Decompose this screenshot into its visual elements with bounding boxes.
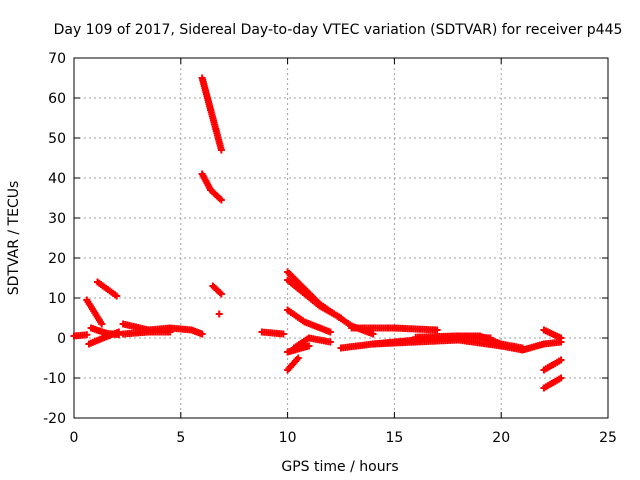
y-tick-label: -20 — [43, 411, 66, 427]
y-axis-label: SDTVAR / TECUs — [6, 181, 22, 296]
data-point — [326, 328, 334, 336]
data-marks — [70, 74, 565, 392]
data-point — [294, 354, 302, 362]
x-tick-label: 25 — [599, 430, 617, 446]
data-point — [217, 146, 225, 154]
y-tick-label: 70 — [48, 51, 66, 67]
x-tick-label: 0 — [70, 430, 79, 446]
data-point — [98, 320, 106, 328]
data-point — [519, 344, 527, 352]
data-point — [326, 338, 334, 346]
axis-ticks: 0 5 10 15 20 25 -20 -10 0 10 20 30 40 50 60 70 — [43, 51, 617, 446]
y-tick-label: 40 — [48, 171, 66, 187]
y-tick-label: 30 — [48, 211, 66, 227]
data-point — [198, 330, 206, 338]
plot-frame — [73, 57, 609, 419]
data-point — [305, 342, 313, 350]
data-point — [433, 326, 441, 334]
x-tick-label: 20 — [492, 430, 510, 446]
y-tick-label: 20 — [48, 251, 66, 267]
y-tick-label: -10 — [43, 371, 66, 387]
y-tick-label: 0 — [57, 331, 66, 347]
x-tick-label: 10 — [279, 430, 297, 446]
chart-title: Day 109 of 2017, Sidereal Day-to-day VTE… — [54, 22, 623, 38]
data-point — [83, 331, 91, 339]
data-point — [279, 330, 287, 338]
data-point — [166, 328, 174, 336]
x-tick-label: 15 — [385, 430, 403, 446]
data-point — [557, 356, 565, 364]
data-point — [557, 334, 565, 342]
data-point — [217, 196, 225, 204]
y-tick-label: 60 — [48, 91, 66, 107]
y-tick-label: 50 — [48, 131, 66, 147]
data-point — [113, 292, 121, 300]
data-point — [337, 314, 345, 322]
x-tick-label: 5 — [176, 430, 185, 446]
data-point — [217, 290, 225, 298]
x-axis-label: GPS time / hours — [281, 459, 398, 475]
data-point — [557, 374, 565, 382]
y-tick-label: 10 — [48, 291, 66, 307]
data-point — [487, 334, 495, 342]
grid — [74, 58, 608, 418]
data-point — [369, 330, 377, 338]
data-point — [215, 310, 223, 318]
